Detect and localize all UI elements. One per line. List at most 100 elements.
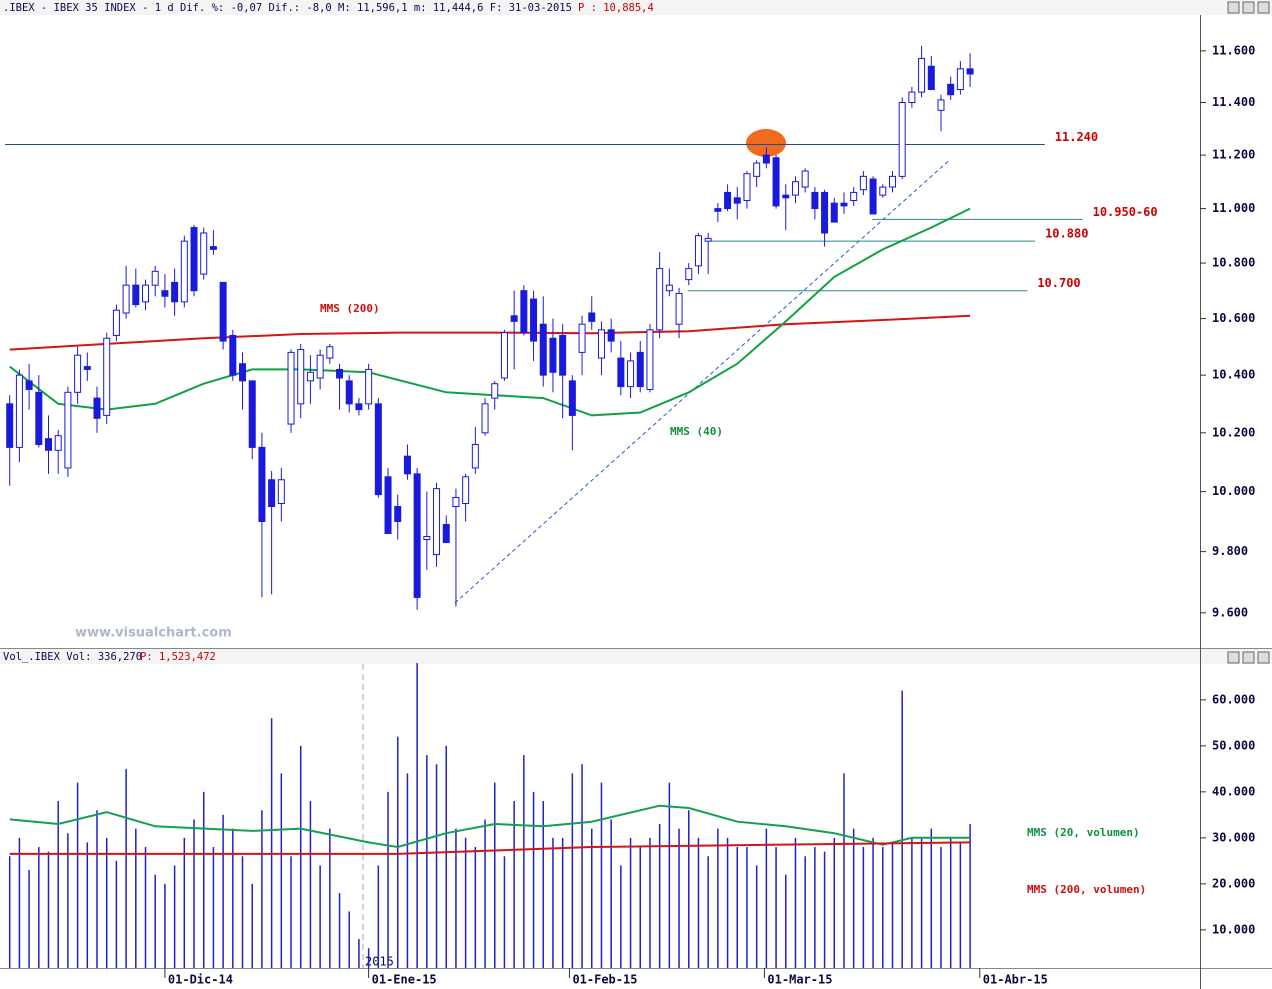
volume-bar bbox=[18, 837, 21, 968]
volume-bar bbox=[96, 810, 98, 968]
candle-body bbox=[219, 281, 227, 342]
candle-body bbox=[704, 237, 712, 242]
volume-bar bbox=[794, 837, 797, 968]
volume-bar bbox=[251, 883, 253, 968]
candle-body bbox=[384, 476, 392, 534]
volume-bar bbox=[697, 837, 700, 968]
level-label: 10.700 bbox=[1037, 276, 1080, 290]
moving-average bbox=[9, 841, 971, 855]
volume-header-bar bbox=[0, 649, 1272, 664]
volume-bar bbox=[455, 828, 457, 968]
volume-bar bbox=[503, 856, 506, 968]
volume-bar bbox=[552, 837, 554, 968]
candle-body bbox=[491, 383, 499, 399]
candle-body bbox=[918, 58, 926, 93]
volume-bar bbox=[358, 939, 360, 968]
maximize-button[interactable] bbox=[1242, 651, 1255, 664]
candle-body bbox=[142, 284, 150, 303]
candle-body bbox=[801, 170, 809, 188]
volume-bar bbox=[843, 773, 845, 968]
close-button[interactable] bbox=[1257, 651, 1270, 664]
candle-body bbox=[821, 191, 829, 234]
candle-body bbox=[394, 505, 402, 522]
minimize-button[interactable] bbox=[1227, 651, 1240, 664]
candle-body bbox=[326, 346, 334, 359]
candle-body bbox=[549, 337, 557, 373]
candle-body bbox=[588, 312, 596, 322]
y-tick-label: 11.200 bbox=[1212, 148, 1255, 162]
volume-bar bbox=[47, 851, 50, 968]
y-tick-label: 9.800 bbox=[1212, 544, 1248, 558]
candle-body bbox=[452, 497, 460, 507]
volume-bar bbox=[241, 856, 244, 968]
close-button[interactable] bbox=[1257, 1, 1270, 14]
candle-body bbox=[462, 476, 470, 505]
y-tick-label: 10.800 bbox=[1212, 256, 1255, 270]
candle-body bbox=[171, 281, 179, 303]
candle-body bbox=[646, 329, 654, 390]
volume-bar bbox=[649, 837, 651, 968]
candle-body bbox=[947, 83, 955, 96]
moving-average bbox=[9, 207, 971, 417]
candle-body bbox=[617, 357, 625, 388]
candle-body bbox=[830, 202, 838, 223]
level-label: 10.880 bbox=[1045, 227, 1088, 241]
candle-body bbox=[510, 315, 518, 322]
candle-body bbox=[433, 488, 441, 556]
volume-bar bbox=[76, 782, 79, 968]
candle-body bbox=[306, 371, 314, 382]
volume-bar bbox=[154, 874, 156, 968]
volume-bar bbox=[193, 819, 195, 968]
candle-body bbox=[471, 443, 479, 469]
candle-body bbox=[268, 479, 276, 507]
watermark: www.visualchart.com bbox=[75, 626, 232, 641]
candle-body bbox=[345, 380, 353, 405]
window-buttons bbox=[1227, 1, 1270, 664]
candle-body bbox=[413, 473, 421, 598]
volume-bar bbox=[367, 948, 370, 968]
candle-body bbox=[209, 246, 217, 250]
volume-bar bbox=[232, 828, 234, 968]
candle-body bbox=[597, 329, 605, 359]
y-tick-label: 11.400 bbox=[1212, 95, 1255, 109]
volume-bar bbox=[445, 745, 447, 968]
volume-bar bbox=[474, 847, 477, 968]
volume-bar bbox=[581, 764, 583, 968]
candle-body bbox=[675, 292, 683, 325]
volume-bar bbox=[901, 690, 903, 968]
ma-label: MMS (200, volumen) bbox=[1027, 883, 1146, 896]
candle-body bbox=[83, 366, 91, 370]
volume-bar bbox=[804, 856, 806, 968]
candle-body bbox=[694, 235, 702, 267]
candle-body bbox=[782, 194, 790, 199]
volume-bar bbox=[484, 819, 486, 968]
volume-bar bbox=[144, 847, 147, 968]
volume-bar bbox=[591, 828, 593, 968]
candle-body bbox=[365, 368, 373, 405]
volume-bar bbox=[882, 847, 884, 968]
volume-bar bbox=[862, 847, 865, 968]
candle-body bbox=[239, 363, 247, 382]
candle-body bbox=[103, 337, 111, 416]
candle-body bbox=[229, 334, 237, 376]
candle-body bbox=[200, 232, 208, 275]
candle-body bbox=[753, 162, 761, 177]
volume-bar bbox=[542, 801, 544, 968]
volume-bar bbox=[338, 893, 341, 968]
candle-body bbox=[74, 354, 82, 393]
maximize-button[interactable] bbox=[1242, 1, 1255, 14]
volume-bar bbox=[290, 856, 292, 968]
candle-body bbox=[122, 284, 130, 314]
level-label: 10.950-60 bbox=[1093, 205, 1158, 219]
volume-bar bbox=[202, 791, 205, 968]
ma-label: MMS (200) bbox=[320, 302, 380, 315]
moving-average bbox=[9, 804, 971, 849]
volume-bar bbox=[261, 810, 263, 968]
candle-body bbox=[25, 380, 33, 390]
volume-bar bbox=[435, 764, 438, 968]
minimize-button[interactable] bbox=[1227, 1, 1240, 14]
volume-bar bbox=[125, 768, 127, 968]
candle-body bbox=[316, 354, 324, 379]
volume-bar bbox=[464, 837, 467, 968]
